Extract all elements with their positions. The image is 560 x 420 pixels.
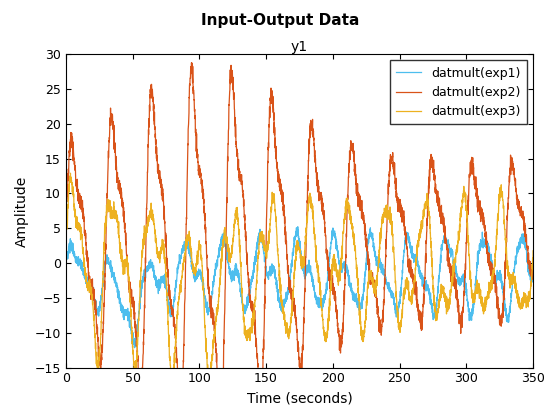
Legend: datmult(exp1), datmult(exp2), datmult(exp3): datmult(exp1), datmult(exp2), datmult(ex… xyxy=(390,60,527,124)
datmult(exp1) xyxy=(295,224,301,229)
datmult(exp1) xyxy=(131,345,138,350)
Line: datmult(exp3): datmult(exp3) xyxy=(67,173,533,381)
datmult(exp1) xyxy=(340,259,347,264)
datmult(exp1) xyxy=(232,272,239,277)
Y-axis label: Amplitude: Amplitude xyxy=(15,175,29,247)
datmult(exp1) xyxy=(64,254,71,259)
Line: datmult(exp2): datmult(exp2) xyxy=(67,63,533,420)
datmult(exp2) xyxy=(340,306,347,311)
datmult(exp3) xyxy=(161,248,168,253)
Line: datmult(exp1): datmult(exp1) xyxy=(67,227,533,348)
Title: y1: y1 xyxy=(291,40,308,54)
datmult(exp3) xyxy=(232,212,239,217)
datmult(exp2) xyxy=(530,277,536,282)
datmult(exp1) xyxy=(494,268,501,273)
datmult(exp1) xyxy=(284,297,291,302)
datmult(exp2) xyxy=(188,60,195,65)
datmult(exp2) xyxy=(494,296,501,301)
datmult(exp3) xyxy=(284,325,291,330)
datmult(exp2) xyxy=(232,132,239,137)
datmult(exp3) xyxy=(530,248,536,253)
datmult(exp2) xyxy=(64,199,71,204)
datmult(exp1) xyxy=(161,280,168,285)
datmult(exp2) xyxy=(360,216,367,221)
datmult(exp3) xyxy=(360,338,367,343)
X-axis label: Time (seconds): Time (seconds) xyxy=(246,391,352,405)
datmult(exp2) xyxy=(161,209,167,214)
datmult(exp3) xyxy=(169,379,175,384)
datmult(exp3) xyxy=(64,226,71,231)
datmult(exp1) xyxy=(360,289,367,294)
datmult(exp3) xyxy=(67,171,74,176)
datmult(exp3) xyxy=(340,217,347,222)
datmult(exp2) xyxy=(217,418,224,420)
datmult(exp3) xyxy=(494,223,501,228)
Text: Input-Output Data: Input-Output Data xyxy=(201,13,359,28)
datmult(exp1) xyxy=(530,275,536,280)
datmult(exp2) xyxy=(284,252,291,257)
